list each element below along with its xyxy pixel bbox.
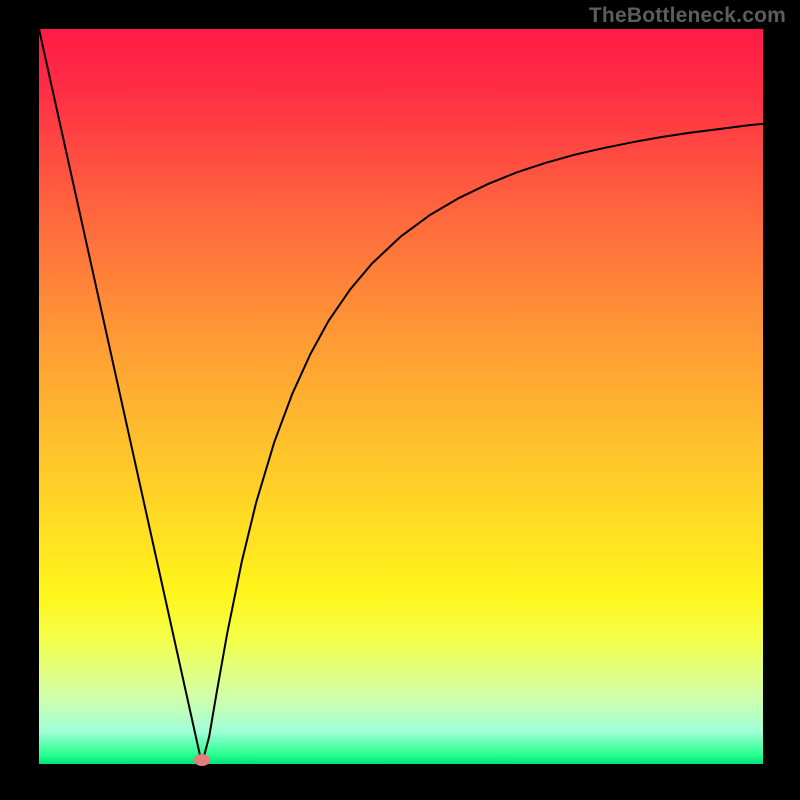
optimum-marker	[194, 754, 210, 766]
plot-area	[39, 29, 763, 764]
bottleneck-curve	[39, 29, 763, 764]
curve-layer	[39, 29, 763, 764]
chart-frame: TheBottleneck.com	[0, 0, 800, 800]
watermark-text: TheBottleneck.com	[589, 4, 786, 28]
